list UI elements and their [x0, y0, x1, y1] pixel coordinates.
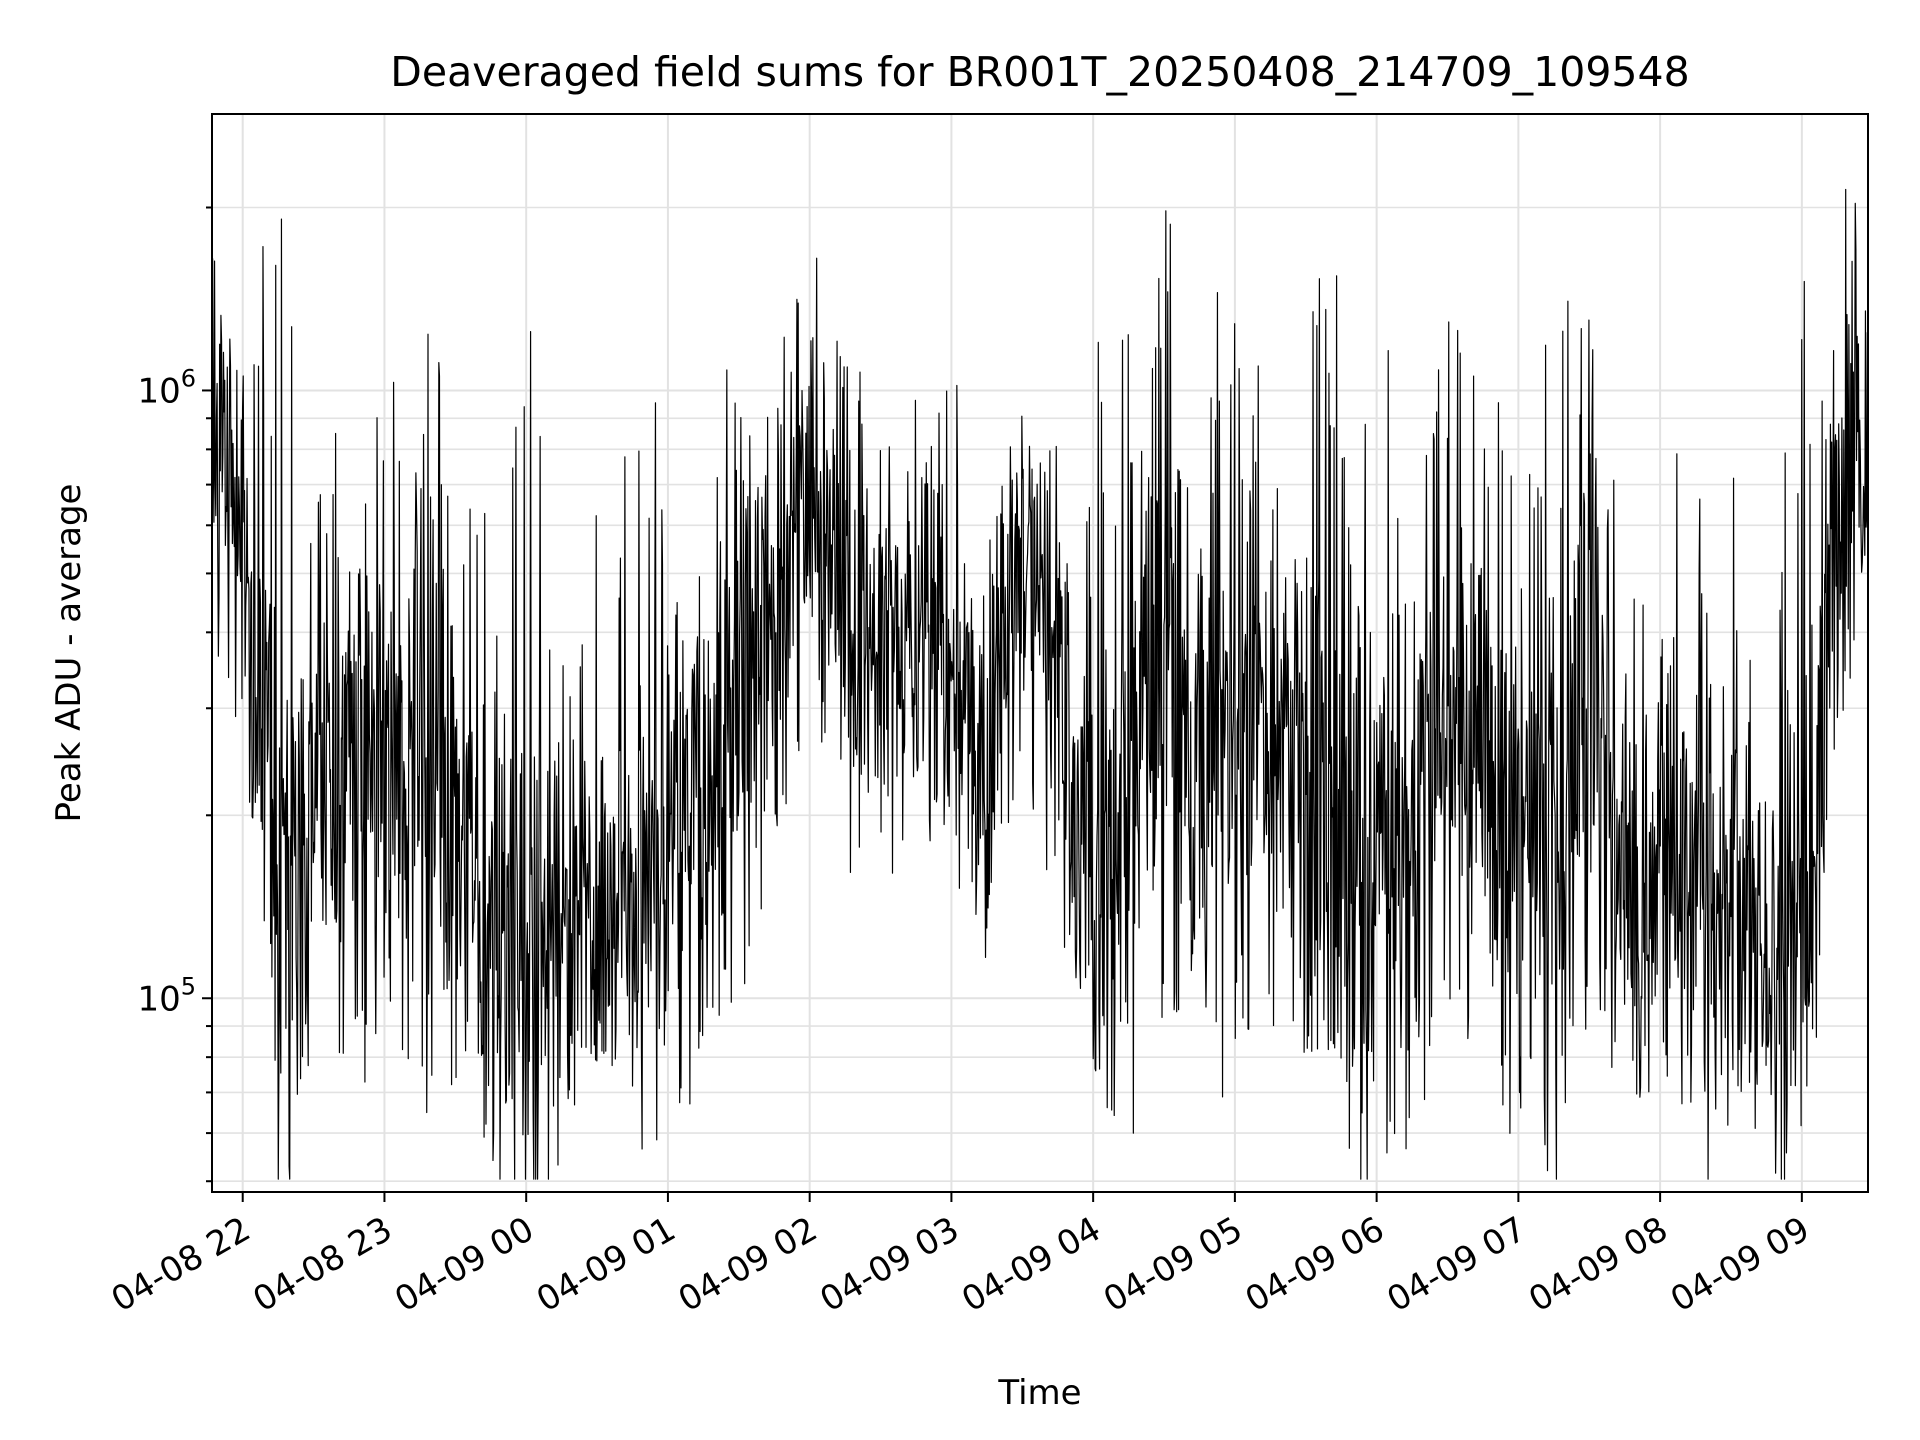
chart-title: Deaveraged field sums for BR001T_2025040… — [390, 48, 1689, 96]
y-axis-label: Peak ADU - average — [49, 484, 89, 823]
x-axis-label: Time — [997, 1373, 1081, 1413]
y-tick-label: 106 — [137, 364, 196, 411]
series-line — [211, 188, 1869, 1180]
y-axis-ticks: 105 106 — [137, 206, 212, 1183]
y-tick-label: 105 — [137, 972, 196, 1019]
series-layer — [211, 188, 1869, 1180]
plot-frame — [211, 113, 1869, 1193]
